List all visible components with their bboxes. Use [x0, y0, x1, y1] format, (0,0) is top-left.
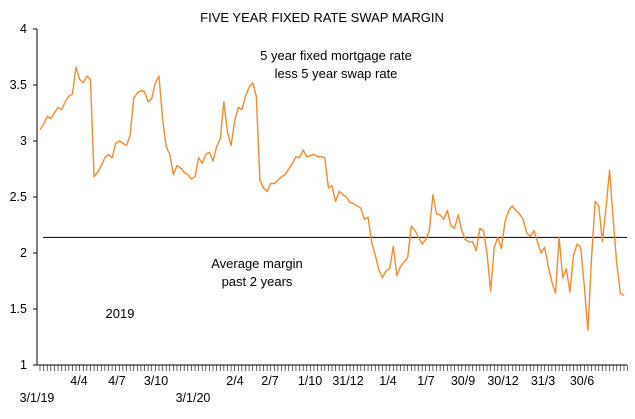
annotation-line: Average margin — [211, 256, 303, 271]
x-tick-label: 3/1/20 — [176, 391, 211, 405]
x-tick-label: 31/12 — [332, 374, 363, 388]
y-tick-label: 1.5 — [10, 302, 27, 316]
x-tick-labels: 3/1/19 4/4 4/7 3/10 3/1/20 2/4 2/7 1/10 31/12 1/4… — [20, 374, 595, 405]
x-tick-label: 30/6 — [570, 374, 594, 388]
y-tick-label: 1 — [20, 358, 27, 372]
x-tick-label: 1/4 — [379, 374, 396, 388]
x-tick-label: 2/7 — [261, 374, 278, 388]
annotation-line: 2019 — [106, 306, 135, 321]
x-tick-label: 3/1/19 — [20, 391, 55, 405]
x-tick-label: 31/3 — [531, 374, 555, 388]
swap-margin-series-line — [39, 66, 625, 331]
x-tick-label: 2/4 — [226, 374, 243, 388]
axes — [33, 28, 628, 371]
annotation-margin-description: 5 year fixed mortgage rate less 5 year s… — [260, 48, 412, 81]
y-tick-label: 2 — [20, 246, 27, 260]
annotation-line: past 2 years — [222, 274, 293, 289]
annotation-average-margin: Average margin past 2 years — [211, 256, 303, 289]
x-tick-label: 1/7 — [417, 374, 434, 388]
annotation-line: less 5 year swap rate — [275, 66, 398, 81]
chart-title: FIVE YEAR FIXED RATE SWAP MARGIN — [200, 10, 444, 25]
y-tick-label: 3 — [20, 134, 27, 148]
x-tick-label: 4/7 — [108, 374, 125, 388]
annotation-line: 5 year fixed mortgage rate — [260, 48, 412, 63]
y-tick-label: 3.5 — [10, 78, 27, 92]
annotation-year: 2019 — [106, 306, 135, 321]
y-tick-label: 4 — [20, 22, 27, 36]
x-tick-label: 4/4 — [70, 374, 87, 388]
x-tick-label: 30/9 — [451, 374, 475, 388]
x-tick-label: 30/12 — [487, 374, 518, 388]
x-tick-label: 3/10 — [144, 374, 168, 388]
y-tick-label: 2.5 — [10, 190, 27, 204]
x-tick-label: 1/10 — [298, 374, 322, 388]
y-tick-labels: 1 1.5 2 2.5 3 3.5 4 — [10, 22, 27, 372]
series-layer — [39, 66, 627, 331]
